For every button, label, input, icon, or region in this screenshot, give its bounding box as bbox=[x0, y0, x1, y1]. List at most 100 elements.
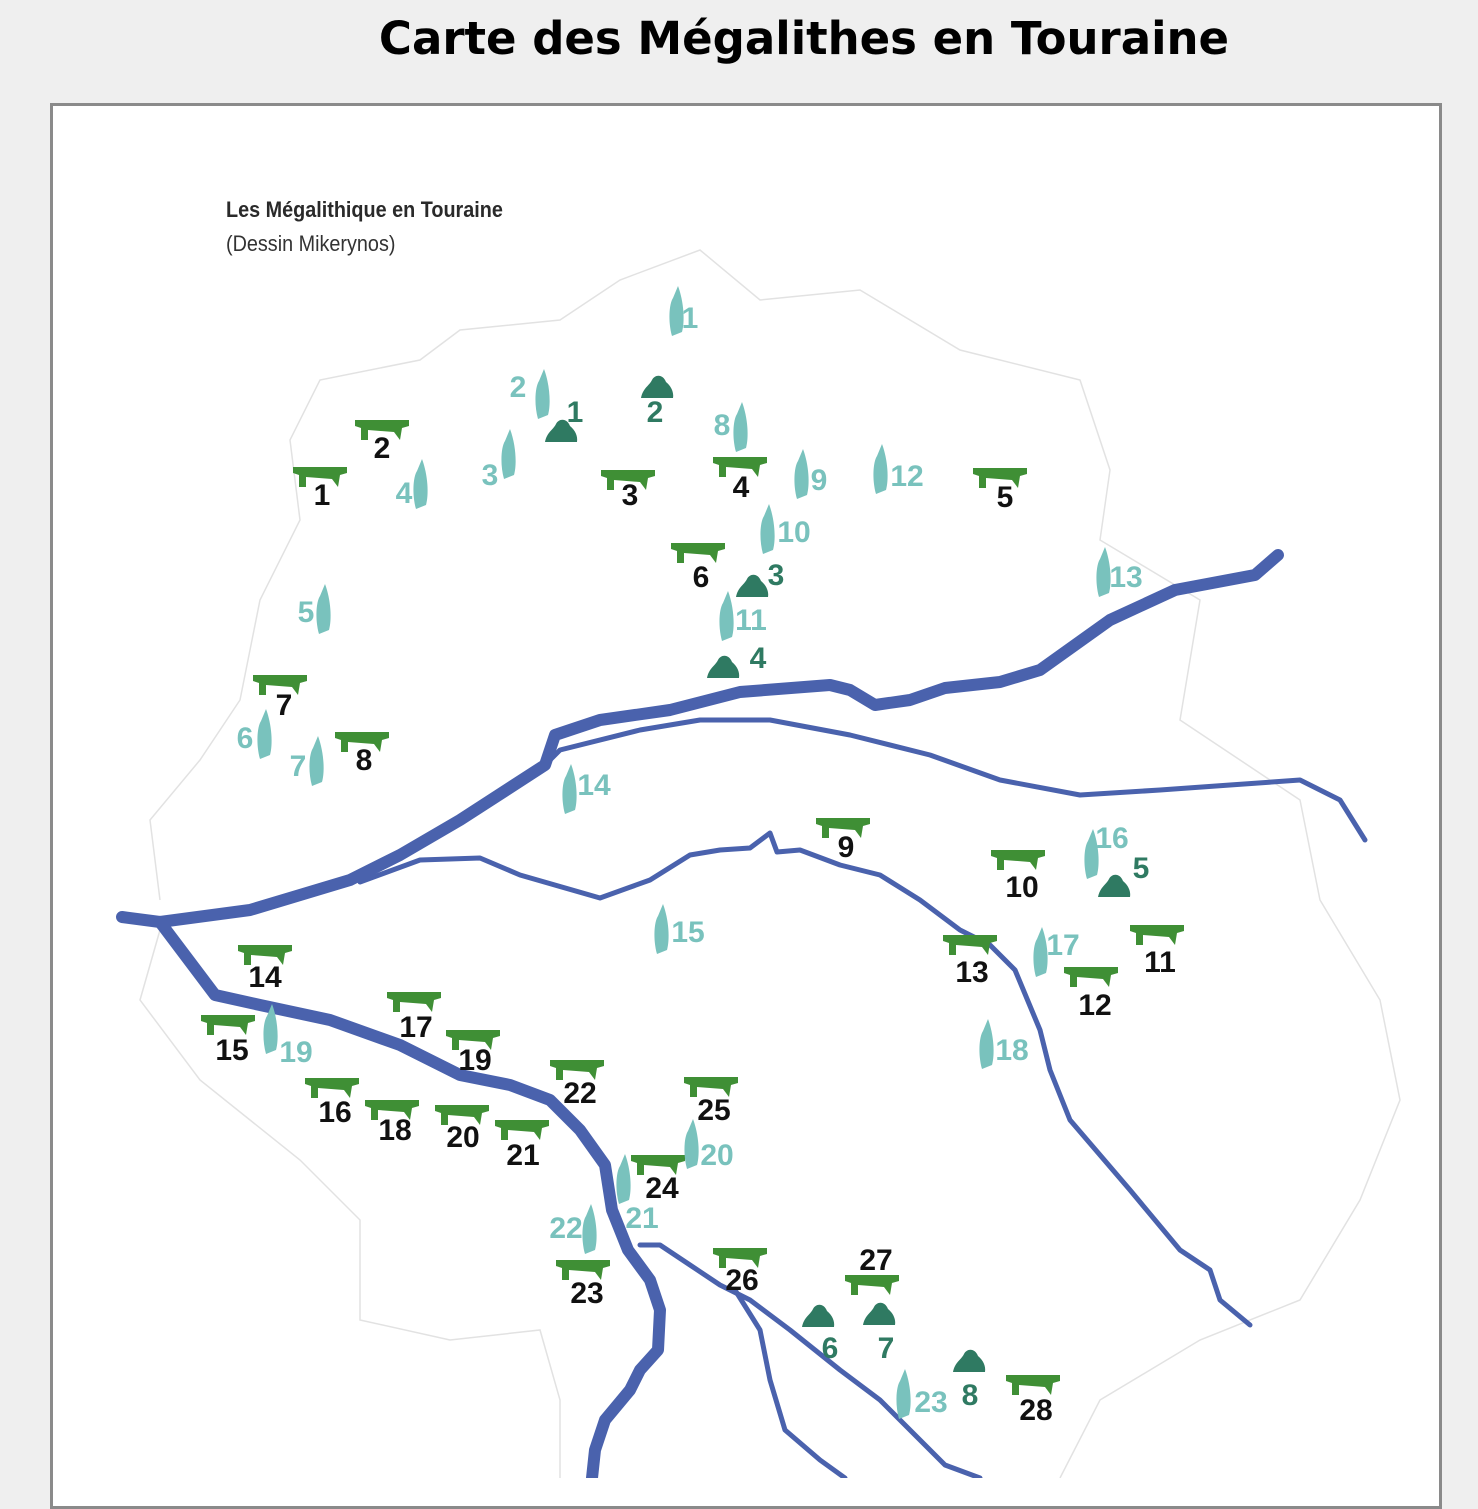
marker-label: 21 bbox=[506, 1139, 539, 1172]
marker-label: 6 bbox=[693, 561, 710, 594]
menhir-marker[interactable]: 22 bbox=[549, 1204, 597, 1254]
dolmen-marker[interactable]: 17 bbox=[387, 992, 441, 1044]
dolmen-marker[interactable]: 24 bbox=[631, 1155, 685, 1205]
tumulus-marker[interactable]: 5 bbox=[1098, 852, 1149, 897]
dolmen-marker[interactable]: 4 bbox=[713, 457, 767, 504]
dolmen-icon bbox=[550, 1060, 604, 1080]
marker-label: 6 bbox=[822, 1332, 839, 1365]
tumulus-icon bbox=[545, 419, 578, 442]
marker-label: 26 bbox=[725, 1264, 758, 1297]
menhir-icon bbox=[582, 1204, 597, 1254]
menhir-marker[interactable]: 4 bbox=[396, 459, 428, 510]
tumulus-marker[interactable]: 3 bbox=[736, 559, 784, 597]
menhir-marker[interactable]: 12 bbox=[873, 444, 924, 494]
dolmen-marker[interactable]: 8 bbox=[335, 732, 389, 777]
marker-label: 10 bbox=[777, 516, 810, 549]
tumulus-icon bbox=[863, 1302, 896, 1325]
department-boundary bbox=[149, 249, 1401, 1478]
dolmen-icon bbox=[387, 992, 441, 1012]
river-loire bbox=[116, 549, 1284, 928]
dolmen-icon bbox=[671, 543, 725, 563]
marker-label: 17 bbox=[399, 1011, 432, 1044]
tumulus-marker[interactable]: 7 bbox=[863, 1302, 896, 1365]
menhir-marker[interactable]: 21 bbox=[616, 1154, 659, 1235]
dolmen-icon bbox=[1130, 925, 1184, 945]
marker-label: 27 bbox=[859, 1244, 892, 1277]
menhir-icon bbox=[684, 1119, 699, 1169]
dolmen-marker[interactable]: 28 bbox=[1006, 1375, 1060, 1427]
dolmen-marker[interactable]: 3 bbox=[601, 470, 655, 512]
dolmen-icon bbox=[365, 1100, 419, 1120]
dolmen-marker[interactable]: 21 bbox=[495, 1120, 549, 1172]
marker-label: 3 bbox=[482, 459, 499, 492]
menhir-marker[interactable]: 15 bbox=[654, 904, 705, 954]
dolmen-marker[interactable]: 23 bbox=[556, 1260, 610, 1310]
dolmen-marker[interactable]: 14 bbox=[238, 945, 292, 994]
dolmen-icon bbox=[238, 945, 292, 965]
menhir-marker[interactable]: 20 bbox=[684, 1119, 734, 1172]
dolmen-marker[interactable]: 5 bbox=[973, 468, 1027, 514]
menhir-marker[interactable]: 18 bbox=[979, 1019, 1029, 1069]
menhir-icon bbox=[1033, 927, 1048, 977]
marker-label: 12 bbox=[1078, 989, 1111, 1022]
dolmen-marker[interactable]: 12 bbox=[1064, 967, 1118, 1022]
menhir-marker[interactable]: 5 bbox=[298, 584, 331, 634]
menhir-icon bbox=[501, 429, 516, 479]
dolmen-icon bbox=[435, 1105, 489, 1125]
dolmen-marker[interactable]: 10 bbox=[991, 850, 1045, 904]
marker-label: 16 bbox=[318, 1096, 351, 1129]
menhir-marker[interactable]: 3 bbox=[482, 429, 516, 492]
dolmen-marker[interactable]: 9 bbox=[816, 818, 870, 864]
menhir-marker[interactable]: 8 bbox=[714, 402, 748, 452]
dolmen-marker[interactable]: 27 bbox=[845, 1244, 899, 1295]
menhir-marker[interactable]: 7 bbox=[290, 736, 324, 786]
dolmen-marker[interactable]: 26 bbox=[713, 1248, 767, 1297]
tumulus-marker[interactable]: 8 bbox=[953, 1349, 986, 1412]
menhir-marker[interactable]: 10 bbox=[760, 504, 811, 554]
dolmen-marker[interactable]: 1 bbox=[293, 467, 347, 512]
dolmen-icon bbox=[355, 420, 409, 440]
dolmen-marker[interactable]: 25 bbox=[684, 1077, 738, 1127]
dolmen-icon bbox=[631, 1155, 685, 1175]
marker-label: 4 bbox=[396, 477, 413, 510]
menhir-marker[interactable]: 1 bbox=[669, 286, 698, 336]
marker-label: 8 bbox=[962, 1379, 979, 1412]
dolmen-marker[interactable]: 19 bbox=[446, 1030, 500, 1077]
menhir-icon bbox=[257, 709, 272, 759]
tumulus-marker[interactable]: 4 bbox=[707, 642, 767, 678]
menhir-marker[interactable]: 9 bbox=[794, 449, 827, 499]
menhir-marker[interactable]: 2 bbox=[510, 369, 550, 419]
menhir-marker[interactable]: 14 bbox=[562, 764, 611, 814]
tumulus-marker[interactable]: 2 bbox=[641, 375, 674, 429]
dolmen-icon bbox=[684, 1077, 738, 1097]
dolmen-marker[interactable]: 2 bbox=[355, 420, 409, 465]
marker-label: 18 bbox=[378, 1114, 411, 1147]
menhir-marker[interactable]: 11 bbox=[719, 591, 767, 641]
dolmen-marker[interactable]: 6 bbox=[671, 543, 725, 594]
dolmen-marker[interactable]: 15 bbox=[201, 1015, 255, 1067]
dolmen-marker[interactable]: 18 bbox=[365, 1100, 419, 1147]
tumulus-marker[interactable]: 1 bbox=[545, 396, 583, 442]
dolmen-icon bbox=[845, 1275, 899, 1295]
dolmen-marker[interactable]: 22 bbox=[550, 1060, 604, 1110]
dolmen-marker[interactable]: 16 bbox=[305, 1078, 359, 1129]
marker-label: 11 bbox=[735, 604, 767, 637]
marker-label: 19 bbox=[279, 1036, 312, 1069]
dolmen-icon bbox=[991, 850, 1045, 870]
menhir-marker[interactable]: 6 bbox=[237, 709, 272, 759]
river-vienne bbox=[154, 916, 666, 1478]
menhir-marker[interactable]: 17 bbox=[1033, 927, 1080, 977]
marker-label: 13 bbox=[1109, 561, 1142, 594]
menhir-marker[interactable]: 13 bbox=[1096, 547, 1143, 597]
menhir-marker[interactable]: 23 bbox=[896, 1369, 948, 1419]
menhir-marker[interactable]: 19 bbox=[263, 1004, 313, 1069]
megalith-map: 123 4 567891011121314151617181920212223242… bbox=[116, 249, 1401, 1478]
dolmen-marker[interactable]: 11 bbox=[1130, 925, 1184, 979]
menhir-marker[interactable]: 16 bbox=[1084, 822, 1129, 879]
marker-label: 8 bbox=[356, 744, 373, 777]
menhir-icon bbox=[719, 591, 734, 641]
dolmen-marker[interactable]: 20 bbox=[435, 1105, 489, 1154]
dolmen-marker[interactable]: 7 bbox=[253, 675, 307, 722]
dolmen-marker[interactable]: 13 bbox=[943, 935, 997, 989]
tumulus-marker[interactable]: 6 bbox=[802, 1304, 839, 1365]
